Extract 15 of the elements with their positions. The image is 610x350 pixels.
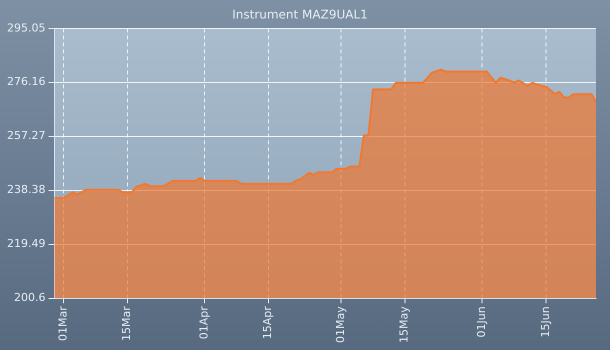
y-tick-label: 276.16 <box>6 75 46 88</box>
x-tick-label: 15May <box>398 306 411 344</box>
y-tick-label: 295.05 <box>6 21 46 34</box>
y-tick-label: 257.27 <box>6 129 46 142</box>
y-tick-label: 219.49 <box>6 237 46 250</box>
y-tick-label: 200.6 <box>14 291 46 304</box>
x-tick-label: 01May <box>334 306 348 344</box>
x-tick-label: 01Jun <box>475 306 488 338</box>
chart-title: Instrument MAZ9UAL1 <box>232 7 368 22</box>
y-tick-label: 238.38 <box>6 183 46 196</box>
x-tick-label: 15Apr <box>261 306 274 340</box>
x-tick-label: 15Mar <box>120 306 134 342</box>
x-tick-label: 01Apr <box>198 306 211 340</box>
x-tick-label: 15Jun <box>538 306 552 338</box>
x-tick-label: 01Mar <box>56 306 70 342</box>
